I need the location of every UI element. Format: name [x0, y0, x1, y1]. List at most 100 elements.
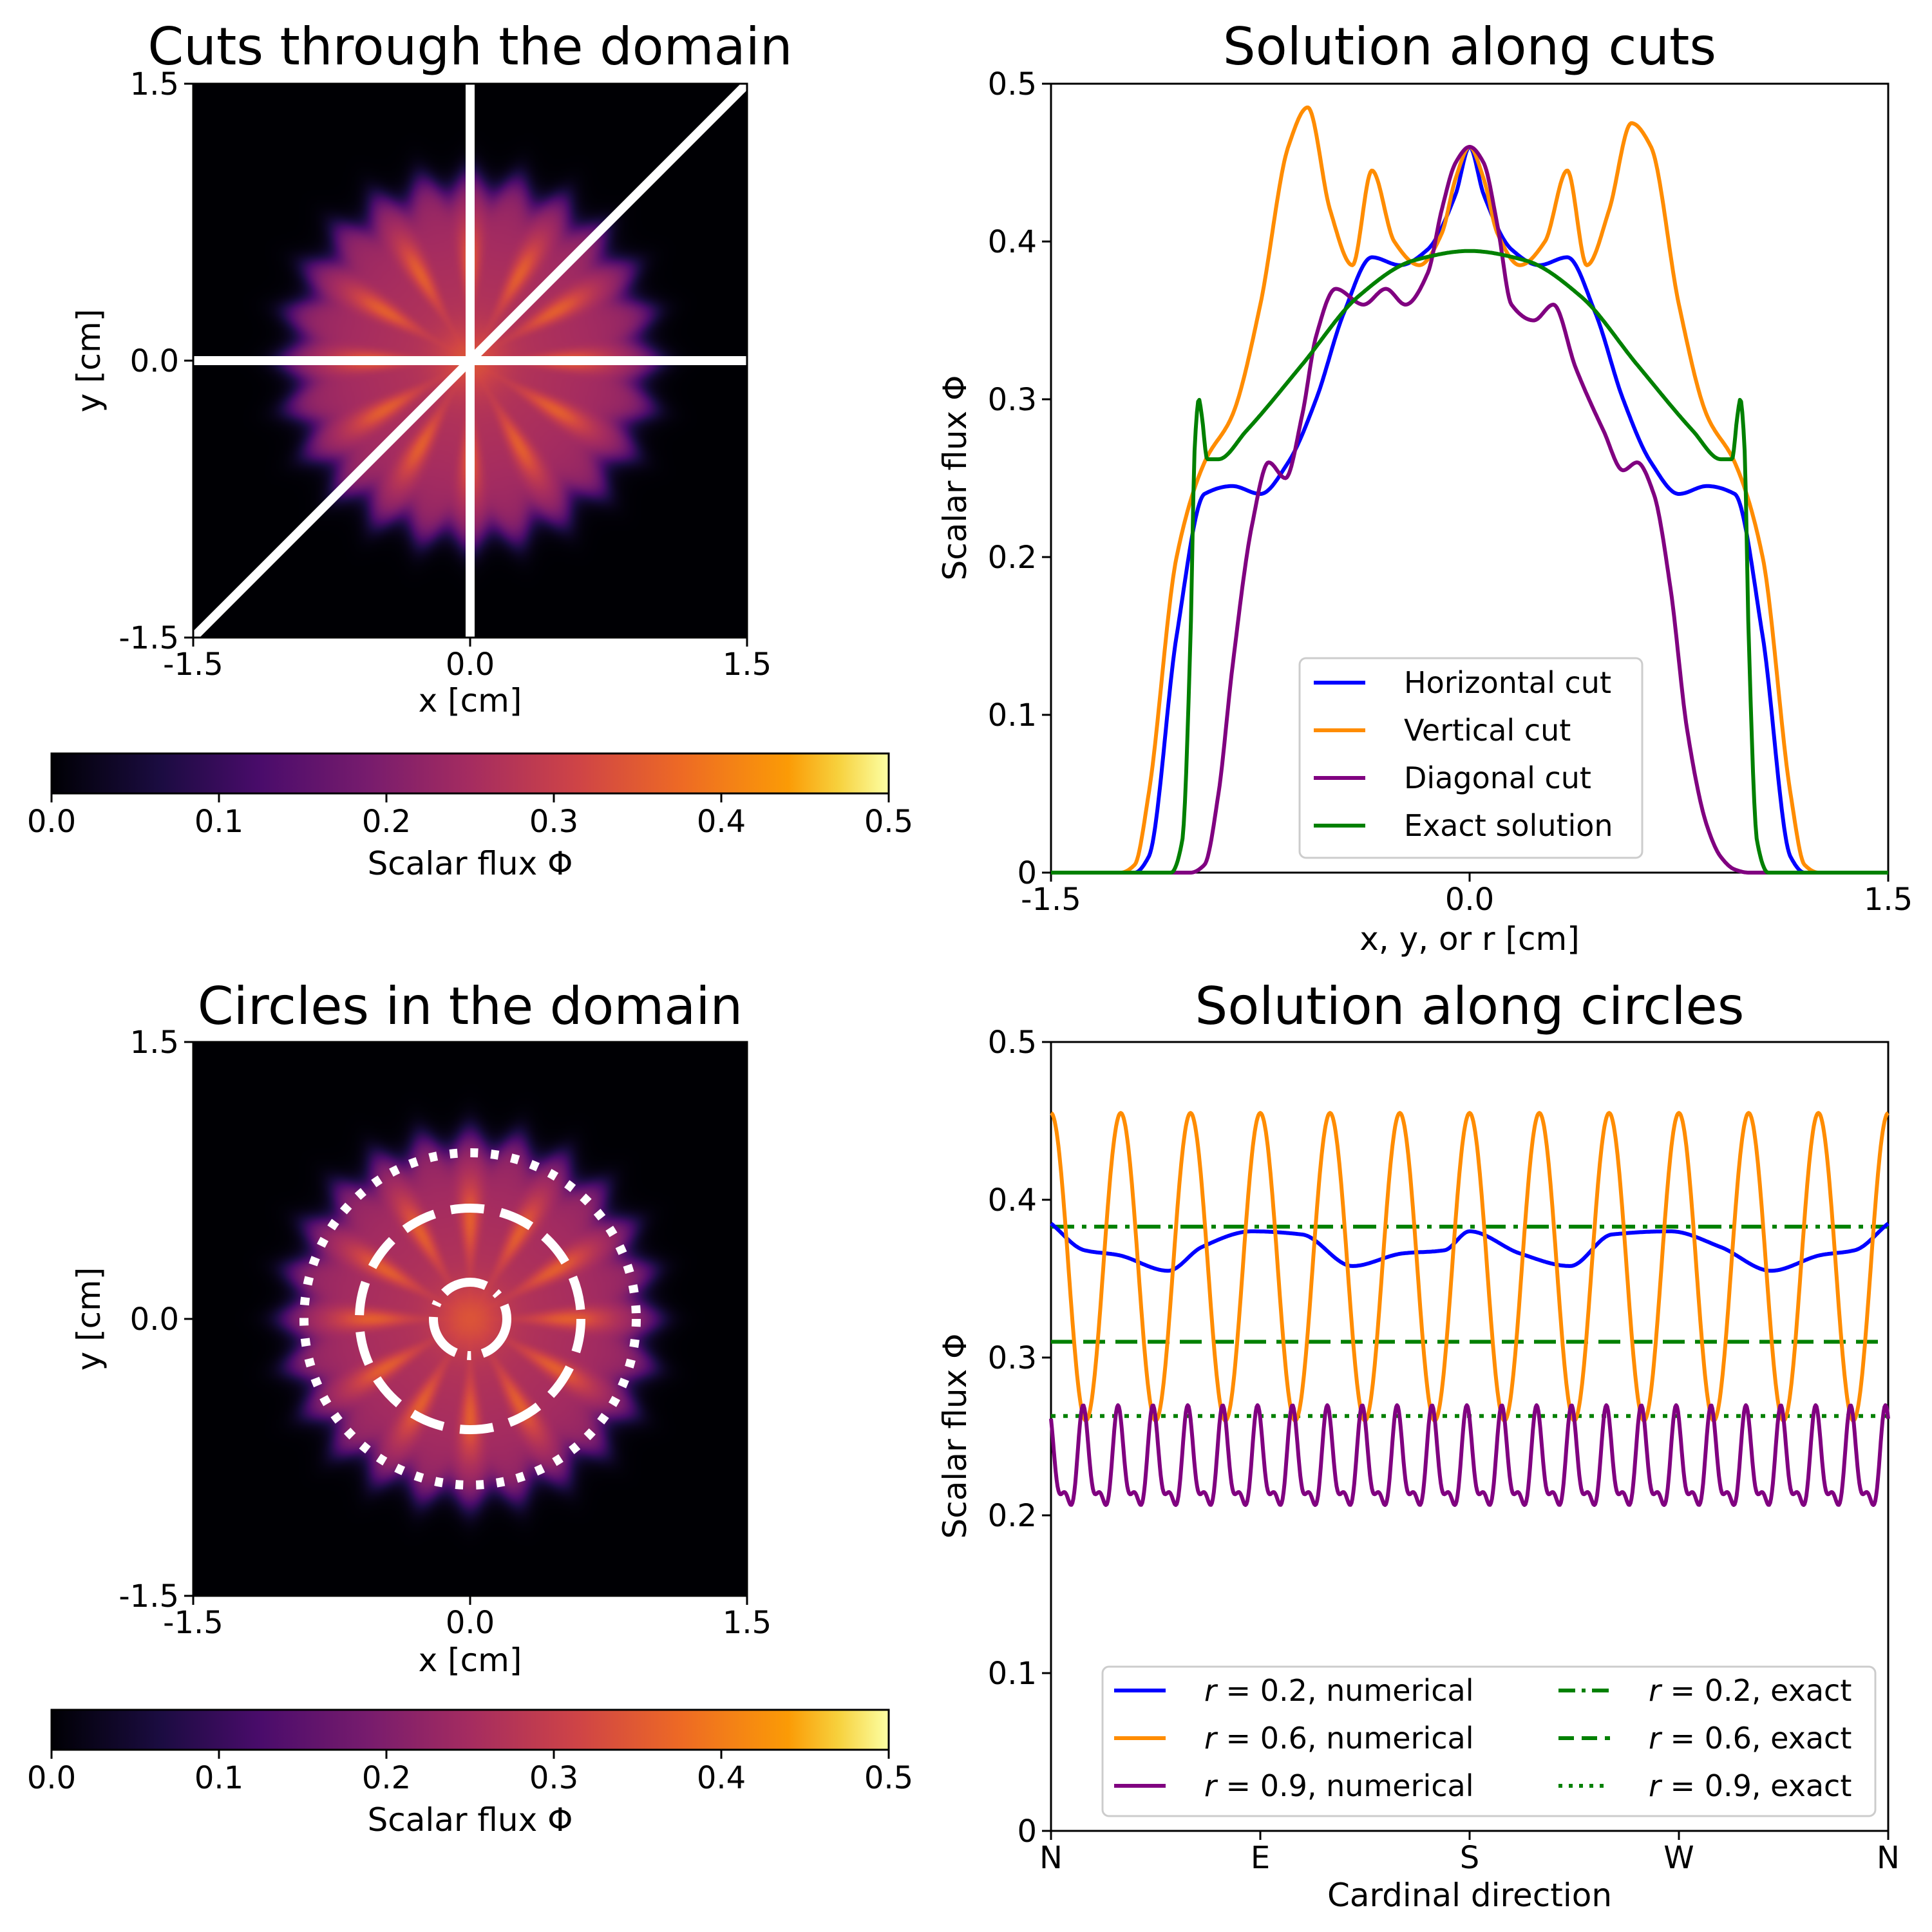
cuts-plot-ylabel: Scalar flux Φ — [936, 375, 974, 581]
y-tick-label: 0 — [1017, 855, 1037, 891]
cuts-map-xtick: 0.0 — [446, 647, 495, 683]
circles-colorbar-gradient — [50, 1709, 890, 1751]
circle-r06-dashed — [355, 1204, 585, 1434]
panel-cuts-plot: Solution along cuts -1.5 0.0 1.5 0 0.1 0.2 0.3… — [936, 17, 1913, 958]
legend-label-r02-num: r = 0.2, numerical — [1204, 1673, 1474, 1708]
series-line-exact-solution — [1050, 249, 1889, 875]
cuts-map-ticks — [184, 82, 748, 647]
series-line-r-0-6-numerical — [1050, 1111, 1889, 1423]
cuts-colorbar-label: Scalar flux Φ — [368, 845, 573, 882]
circles-map-xtick: -1.5 — [163, 1605, 223, 1641]
circles-plot-ylabel: Scalar flux Φ — [936, 1334, 974, 1539]
legend-label-horizontal: Horizontal cut — [1404, 665, 1611, 700]
legend-label-r06-num: r = 0.6, numerical — [1204, 1721, 1474, 1756]
legend-label-r09-exact: r = 0.9, exact — [1649, 1768, 1852, 1803]
cuts-map-xtick: -1.5 — [163, 647, 223, 683]
cuts-map-xlabel: x [cm] — [419, 682, 522, 719]
colorbar-tick-label: 0.0 — [27, 1760, 76, 1796]
circles-map-ytick: 0.0 — [130, 1302, 179, 1338]
circles-map-ytick: 1.5 — [130, 1025, 179, 1061]
cuts-plot-series — [1050, 105, 1889, 875]
x-tick-label: N — [1877, 1840, 1900, 1876]
cuts-map-ytick: -1.5 — [118, 620, 179, 656]
y-tick-label: 0.2 — [988, 540, 1037, 576]
cuts-map-ytick: 1.5 — [130, 66, 179, 102]
circle-r02-dashdot — [429, 1278, 511, 1360]
circles-plot-axes: N E S W N00.10.20.30.40.5 — [988, 1025, 1900, 1876]
y-tick-label: 0.2 — [988, 1498, 1037, 1534]
circles-plot-series — [1049, 1111, 1890, 1507]
circles-heatmap — [193, 1042, 747, 1596]
circles-map-xtick: 0.0 — [446, 1605, 495, 1641]
colorbar-tick-label: 0.5 — [864, 1760, 913, 1796]
series-line-diagonal-cut — [1050, 145, 1889, 875]
series-line-r-0-2-numerical — [1050, 1222, 1889, 1273]
x-tick-label: E — [1251, 1840, 1270, 1876]
x-tick-label: N — [1039, 1840, 1063, 1876]
legend-label-r09-num: r = 0.9, numerical — [1204, 1768, 1474, 1803]
circles-legend: r = 0.2, numerical r = 0.6, numerical r … — [1101, 1665, 1877, 1817]
y-tick-label: 0.5 — [988, 66, 1037, 102]
circles-colorbar: 0.0 0.1 0.2 0.3 0.4 0.5 Scalar flux Φ — [27, 1709, 913, 1839]
colorbar-tick-label: 0.3 — [529, 804, 578, 840]
circles-map-ticks — [184, 1041, 748, 1605]
cuts-colorbar-ticks: 0.0 0.1 0.2 0.3 0.4 0.5 — [27, 793, 913, 840]
colorbar-tick-label: 0.4 — [697, 1760, 746, 1796]
y-tick-label: 0.1 — [988, 1656, 1037, 1692]
legend-label-diagonal: Diagonal cut — [1404, 761, 1591, 795]
cuts-legend: Horizontal cut Vertical cut Diagonal cut… — [1298, 657, 1643, 859]
legend-label-r02-exact: r = 0.2, exact — [1649, 1673, 1852, 1708]
colorbar-tick-label: 0.1 — [194, 804, 243, 840]
panel-circles-map: Circles in the domain -1.5 0.0 1.5 1.5 0… — [27, 976, 913, 1839]
cuts-map-ytick: 0.0 — [130, 343, 179, 379]
cut-lines — [190, 80, 750, 641]
circles-colorbar-label: Scalar flux Φ — [368, 1801, 573, 1839]
circles-map-title: Circles in the domain — [198, 976, 743, 1036]
x-tick-label: 1.5 — [1864, 882, 1913, 918]
cuts-plot-xlabel: x, y, or r [cm] — [1359, 920, 1579, 958]
x-tick-label: S — [1460, 1840, 1479, 1876]
circles-plot-title: Solution along circles — [1195, 976, 1745, 1036]
cuts-colorbar: 0.0 0.1 0.2 0.3 0.4 0.5 Scalar flux Φ — [27, 752, 913, 882]
cuts-map-ylabel: y [cm] — [70, 309, 108, 413]
x-tick-label: -1.5 — [1021, 882, 1081, 918]
circles-plot-xlabel: Cardinal direction — [1327, 1877, 1612, 1914]
cuts-colorbar-gradient — [50, 752, 890, 795]
colorbar-tick-label: 0.1 — [194, 1760, 243, 1796]
colorbar-tick-label: 0.0 — [27, 804, 76, 840]
colorbar-tick-label: 0.2 — [362, 1760, 411, 1796]
x-tick-label: 0.0 — [1445, 882, 1494, 918]
y-tick-label: 0.3 — [988, 382, 1037, 418]
cuts-map-xtick: 1.5 — [723, 647, 772, 683]
diagonal-cut-line — [190, 80, 750, 641]
circles-map-xlabel: x [cm] — [419, 1642, 522, 1679]
legend-label-vertical: Vertical cut — [1404, 713, 1571, 748]
circles-map-ylabel: y [cm] — [70, 1267, 108, 1371]
circles-legend-frame — [1101, 1665, 1877, 1817]
circles-colorbar-ticks: 0.0 0.1 0.2 0.3 0.4 0.5 — [27, 1750, 913, 1796]
y-tick-label: 0.4 — [988, 224, 1037, 260]
y-tick-label: 0.4 — [988, 1182, 1037, 1218]
circle-r09-dotted — [299, 1148, 641, 1490]
x-tick-label: W — [1663, 1840, 1694, 1876]
circles-map-xtick: 1.5 — [723, 1605, 772, 1641]
legend-label-exact: Exact solution — [1404, 808, 1613, 843]
series-line-r-0-9-numerical — [1049, 1403, 1890, 1507]
colorbar-tick-label: 0.4 — [697, 804, 746, 840]
legend-label-r06-exact: r = 0.6, exact — [1649, 1721, 1852, 1756]
cuts-map-title: Cuts through the domain — [147, 17, 792, 77]
cuts-legend-frame — [1298, 657, 1643, 859]
circle-overlays — [299, 1148, 641, 1490]
circles-map-ytick: -1.5 — [118, 1578, 179, 1615]
cuts-plot-title: Solution along cuts — [1223, 17, 1716, 77]
panel-circles-plot: Solution along circles N E S W N00.10.20.30.… — [936, 976, 1900, 1914]
y-tick-label: 0 — [1017, 1814, 1037, 1850]
panel-cuts-map: Cuts through the domain -1.5 0.0 1.5 1.5… — [27, 17, 913, 882]
y-tick-label: 0.3 — [988, 1340, 1037, 1376]
cuts-plot-axes: -1.5 0.0 1.5 0 0.1 0.2 0.3 0.4 0.5 — [988, 66, 1913, 918]
y-tick-label: 0.1 — [988, 697, 1037, 734]
y-tick-label: 0.5 — [988, 1025, 1037, 1061]
circles-map-image-wrap — [193, 1042, 747, 1596]
colorbar-tick-label: 0.3 — [529, 1760, 578, 1796]
